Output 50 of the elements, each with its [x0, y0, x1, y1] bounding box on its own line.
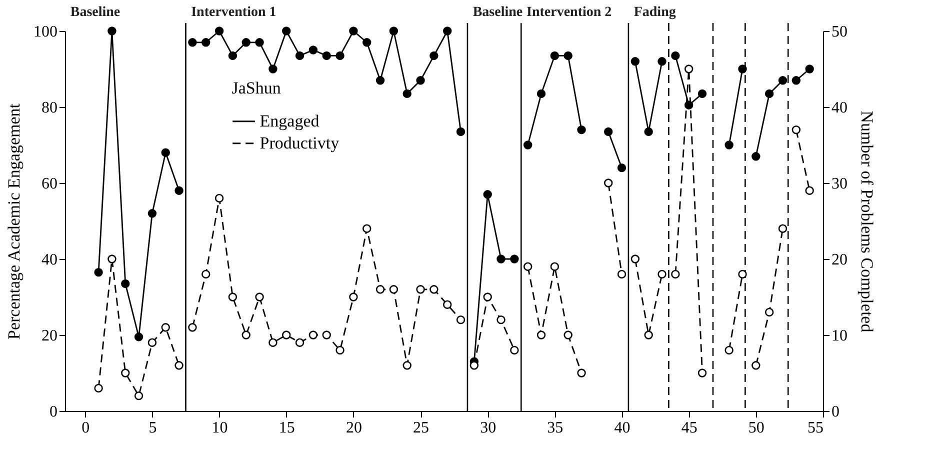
- x-tick-label: 50: [748, 420, 764, 436]
- text: Intervention 2: [526, 5, 612, 20]
- point: [108, 26, 116, 36]
- point: [792, 76, 801, 85]
- y-tick-label: 100: [34, 24, 58, 40]
- point: [94, 384, 103, 393]
- point: [174, 186, 184, 195]
- x-tick-label: 45: [681, 420, 698, 436]
- legend-title: JaShun: [232, 78, 282, 98]
- y2-tick-label: 50: [832, 24, 848, 40]
- y-tick-label: 20: [42, 328, 58, 344]
- point: [161, 323, 170, 332]
- y2-tick-label: 0: [832, 404, 840, 420]
- point: [161, 148, 170, 157]
- text: Intervention 1: [191, 5, 276, 20]
- point: [108, 254, 116, 264]
- y2-tick-label: 30: [832, 176, 848, 192]
- x-tick-label: 25: [413, 420, 430, 436]
- y2-tick-label: 40: [832, 100, 848, 116]
- x-tick-label: 40: [614, 420, 630, 436]
- point: [134, 332, 144, 342]
- point: [148, 338, 157, 347]
- x-tick-label: 10: [212, 420, 228, 436]
- x-tick-label: 0: [82, 420, 90, 436]
- x-tick-label: 55: [808, 420, 824, 436]
- y-tick-label: 0: [50, 404, 58, 420]
- x-tick-label: 15: [278, 420, 295, 436]
- x-tick-label: 35: [547, 420, 564, 436]
- y-tick-label: 40: [42, 252, 58, 268]
- text: Baseline: [472, 5, 523, 20]
- text: Fading: [634, 5, 676, 20]
- legend-label: Engaged: [260, 111, 320, 130]
- point: [121, 368, 130, 378]
- y2-tick-label: 20: [832, 252, 848, 268]
- point: [134, 391, 144, 400]
- point: [121, 279, 130, 288]
- y-tick-label: 80: [42, 100, 58, 116]
- text: Baseline: [70, 5, 120, 20]
- x-tick-label: 5: [148, 420, 157, 436]
- y2-axis-title: Number of Problems Completed: [858, 110, 876, 333]
- point: [174, 361, 184, 370]
- x-tick-label: 20: [346, 420, 362, 436]
- legend-label: Productivty: [260, 133, 340, 152]
- x-tick-label: 30: [480, 420, 496, 436]
- point: [94, 268, 103, 277]
- y2-tick-label: 10: [832, 328, 848, 344]
- point: [148, 209, 157, 218]
- y-tick-label: 60: [42, 176, 58, 192]
- y-axis-title: Percentage Academic Engagement: [4, 103, 24, 340]
- point: [805, 64, 814, 74]
